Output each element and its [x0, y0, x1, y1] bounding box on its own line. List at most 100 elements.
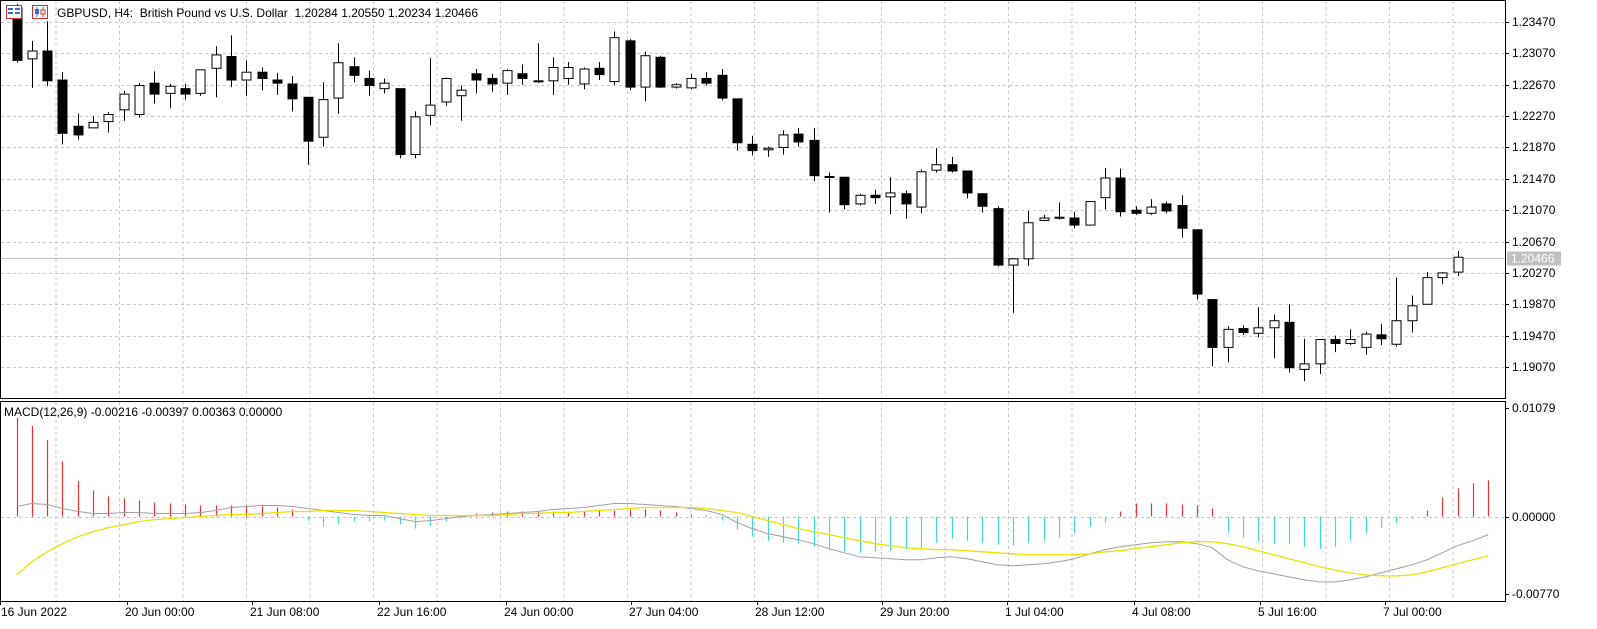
candle-body-bull: [885, 192, 896, 198]
candle-body-bull: [1299, 363, 1310, 370]
candle: [57, 72, 68, 145]
candle: [73, 113, 84, 140]
candle: [1192, 229, 1203, 300]
candle-body-bull: [318, 99, 329, 138]
candle-body-bear: [809, 139, 820, 177]
candle-body-bear: [1177, 204, 1188, 229]
time-tick-label: 4 Jul 08:00: [1132, 605, 1191, 619]
candle-body-bull: [609, 37, 620, 83]
candle-body-bear: [287, 83, 298, 100]
candle: [1299, 338, 1310, 382]
candle: [1115, 168, 1126, 217]
candle-body-bull: [579, 68, 590, 85]
candle-body-bear: [1330, 339, 1341, 344]
candle-body-bull: [425, 104, 436, 116]
candle: [349, 57, 360, 83]
candle: [671, 83, 682, 89]
candle: [533, 43, 544, 84]
candle-body-bear: [272, 79, 283, 84]
chart-window-icon[interactable]: [6, 5, 22, 19]
candle-body-bull: [1146, 206, 1157, 214]
candles: [12, 3, 1464, 382]
candle-chart-icon[interactable]: [32, 5, 48, 19]
candle: [1223, 326, 1234, 363]
candle: [824, 172, 835, 213]
candle: [686, 73, 697, 90]
candle-body-bear: [1376, 334, 1387, 340]
macd-histogram: [16, 417, 1490, 553]
candle: [1407, 295, 1418, 333]
price-tick-label: 1.19470: [1512, 329, 1556, 343]
candle: [257, 67, 268, 91]
current-price-label: 1.20466: [1507, 251, 1561, 266]
candle: [1054, 202, 1065, 220]
time-tick-label: 5 Jul 16:00: [1258, 605, 1317, 619]
candle-body-bear: [1131, 209, 1142, 214]
candle: [977, 193, 988, 213]
macd-main-line: [16, 502, 1489, 583]
current-price-label-text: 1.20466: [1511, 252, 1555, 266]
candle-body-bull: [855, 194, 866, 205]
candle-body-bear: [303, 96, 314, 142]
candle-body-bull: [379, 82, 390, 90]
candle: [379, 78, 390, 94]
candle: [717, 69, 728, 101]
candle-body-bear: [471, 73, 482, 81]
candle: [655, 55, 666, 88]
candle-body-bull: [640, 55, 651, 88]
candle-body-bull: [548, 66, 559, 82]
price-tick-label: 1.19870: [1512, 297, 1556, 311]
candle-body-bull: [103, 114, 114, 123]
candle: [809, 127, 820, 182]
candle-body-bear: [594, 67, 605, 76]
price-tick-label: 1.22670: [1512, 78, 1556, 92]
candle: [318, 82, 329, 147]
candle: [1085, 201, 1096, 226]
candle: [931, 148, 942, 173]
price-tick-label: 1.23070: [1512, 46, 1556, 60]
candle: [1253, 307, 1264, 338]
candle-body-bear: [1161, 203, 1172, 212]
candle: [1437, 272, 1448, 284]
candle-body-bear: [57, 79, 68, 134]
candle-body-bull: [502, 70, 513, 84]
macd-value-4: 0.00000: [238, 405, 283, 419]
candle: [993, 206, 1004, 267]
candle-body-bull: [778, 134, 789, 148]
candle-body-bull: [671, 84, 682, 88]
candle: [425, 58, 436, 126]
candle: [303, 96, 314, 165]
candle: [594, 61, 605, 81]
macd-lines: [16, 502, 1489, 583]
macd-value-1: -0.00216: [90, 405, 139, 419]
candle: [456, 85, 467, 121]
candle-body-bear: [1207, 299, 1218, 348]
price-axis: 1.23470 1.23070 1.22670 1.22270 1.21870 1.214…: [1505, 15, 1560, 601]
candle-body-bear: [1069, 217, 1080, 226]
time-axis: 16 Jun 2022 20 Jun 00:00 21 Jun 08:00 22 Ju…: [0, 601, 1442, 619]
candle: [502, 69, 513, 95]
candle-body-bear: [747, 143, 758, 152]
candle-body-bear: [349, 66, 360, 76]
candle: [870, 189, 881, 204]
candle-body-bear: [1284, 321, 1295, 369]
candle-body-bull: [119, 93, 130, 111]
symbol-info: GBPUSD, H4: British Pound vs U.S. Dollar…: [57, 6, 479, 20]
candle: [747, 135, 758, 156]
candle: [333, 43, 344, 114]
candle: [287, 76, 298, 112]
candle-body-bull: [410, 116, 421, 156]
candle-body-bull: [134, 85, 145, 116]
candle: [778, 130, 789, 155]
candle: [962, 170, 973, 199]
candle: [27, 40, 38, 88]
candle-body-bear: [732, 98, 743, 144]
candle-body-bear: [655, 56, 666, 88]
candle-body-bull: [211, 54, 222, 69]
candle-body-bull: [1437, 272, 1448, 279]
time-tick-label: 22 Jun 16:00: [377, 605, 447, 619]
candle: [763, 146, 774, 157]
candle: [1100, 167, 1111, 210]
